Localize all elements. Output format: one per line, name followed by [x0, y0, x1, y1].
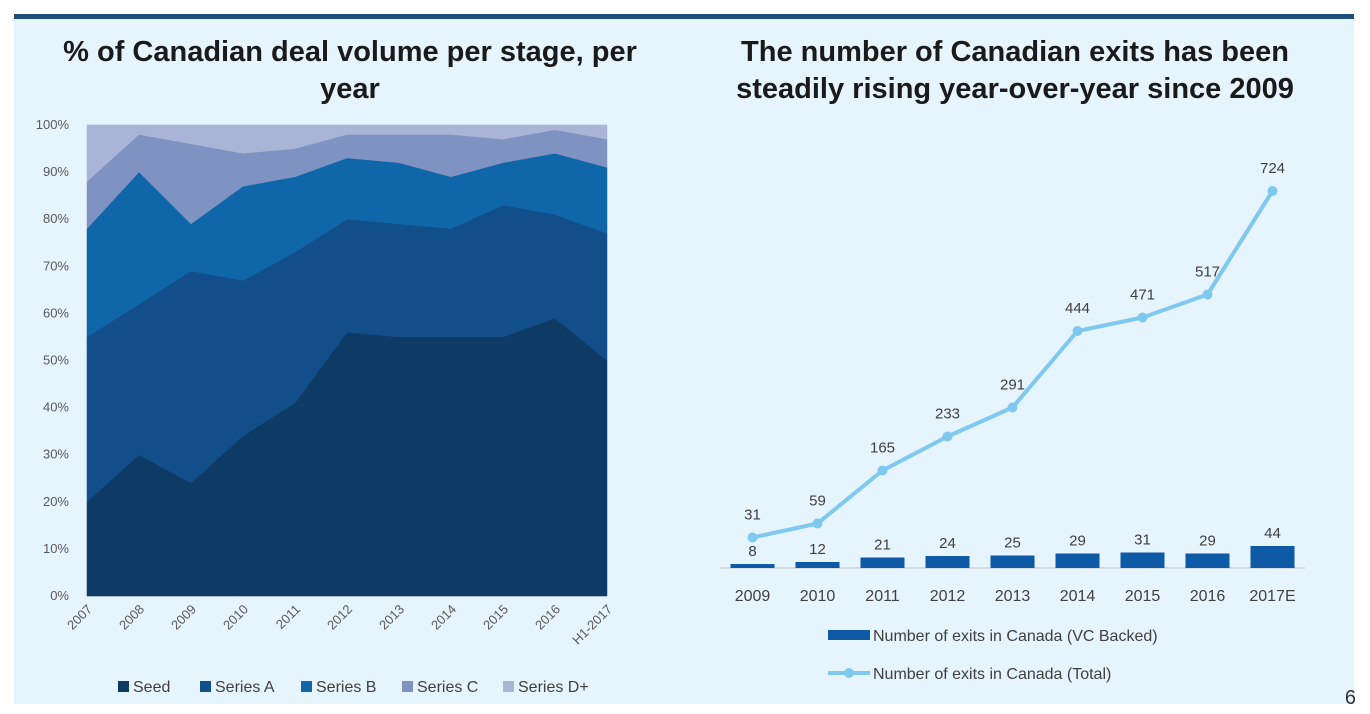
line-point	[747, 532, 758, 543]
y-tick-label: 10%	[43, 541, 69, 556]
legend-label: Series C	[417, 679, 478, 696]
bar	[1120, 552, 1165, 568]
x-category-label: 2014	[1060, 588, 1096, 605]
legend-line-marker	[844, 668, 854, 678]
x-category-label: 2011	[865, 588, 900, 605]
x-tick-label: 2010	[220, 602, 251, 633]
bar	[1250, 546, 1295, 568]
line-point	[1007, 402, 1018, 413]
line-value-label: 444	[1065, 300, 1090, 317]
line-value-label: 724	[1260, 160, 1285, 177]
x-category-label: 2017E	[1249, 588, 1295, 605]
y-tick-label: 0%	[50, 588, 69, 603]
x-tick-label: 2016	[532, 602, 563, 633]
legend-label: Series D+	[518, 679, 589, 696]
legend-bar-label: Number of exits in Canada (VC Backed)	[873, 628, 1158, 645]
line-value-label: 517	[1195, 264, 1220, 281]
y-tick-label: 50%	[43, 353, 69, 368]
x-tick-label: 2012	[324, 602, 355, 633]
y-tick-label: 20%	[43, 494, 69, 509]
y-tick-label: 60%	[43, 305, 69, 320]
bar	[795, 562, 840, 568]
line-value-label: 471	[1130, 287, 1155, 304]
line-value-label: 31	[744, 507, 761, 524]
legend-swatch	[503, 681, 514, 692]
x-category-label: 2009	[735, 588, 771, 605]
bar-value-label: 44	[1264, 525, 1281, 542]
line-point	[1137, 312, 1148, 323]
area-series-d	[86, 124, 608, 183]
x-tick-label: 2013	[376, 602, 407, 633]
header-bar	[14, 14, 1354, 19]
y-tick-label: 100%	[36, 117, 70, 132]
bar	[860, 557, 905, 568]
bar-value-label: 8	[748, 543, 756, 560]
legend-line-label: Number of exits in Canada (Total)	[873, 666, 1111, 683]
x-category-label: 2012	[930, 588, 966, 605]
x-tick-label: 2007	[64, 602, 95, 633]
legend-label: Series A	[215, 679, 275, 696]
x-category-label: 2016	[1190, 588, 1226, 605]
bar-value-label: 24	[939, 535, 956, 552]
line-point	[942, 431, 953, 442]
bar-value-label: 25	[1004, 535, 1021, 552]
legend-label: Series B	[316, 679, 376, 696]
x-tick-label: 2008	[116, 602, 147, 633]
legend-swatch	[301, 681, 312, 692]
bar-value-label: 29	[1199, 533, 1216, 550]
line-point	[1072, 326, 1083, 336]
page-number: 6	[1344, 687, 1356, 709]
line-value-label: 291	[1000, 377, 1025, 394]
legend-swatch	[118, 681, 129, 692]
x-tick-label: H1-2017	[569, 602, 615, 648]
x-tick-label: 2015	[480, 602, 511, 633]
bar-value-label: 12	[809, 541, 826, 558]
x-tick-label: 2011	[273, 602, 303, 632]
x-category-label: 2013	[995, 588, 1031, 605]
y-tick-label: 40%	[43, 400, 69, 415]
line-point	[812, 518, 823, 529]
bar	[1185, 553, 1230, 568]
y-tick-label: 30%	[43, 447, 69, 462]
bar	[1055, 553, 1100, 568]
series-line-total	[752, 189, 1275, 540]
bar	[925, 556, 970, 568]
bar	[730, 564, 775, 568]
bar-value-label: 21	[874, 537, 891, 554]
x-category-label: 2015	[1125, 588, 1161, 605]
legend-swatch	[200, 681, 211, 692]
left-chart-title: % of Canadian deal volume per stage, per…	[63, 36, 637, 105]
line-point	[877, 465, 888, 476]
y-tick-label: 70%	[43, 258, 69, 273]
bar-value-label: 29	[1069, 533, 1086, 550]
legend-label: Seed	[133, 679, 170, 696]
line-value-label: 233	[935, 406, 960, 423]
line-value-label: 165	[870, 440, 895, 457]
x-tick-label: 2009	[168, 602, 199, 633]
bar-value-label: 31	[1134, 532, 1151, 549]
line-point	[1202, 289, 1213, 300]
line-value-label: 59	[809, 493, 826, 510]
line-point	[1267, 186, 1278, 196]
bar	[990, 555, 1035, 568]
x-tick-label: 2014	[428, 602, 459, 633]
x-category-label: 2010	[800, 588, 836, 605]
y-tick-label: 90%	[43, 164, 69, 179]
legend-bar-swatch	[828, 630, 870, 640]
y-tick-label: 80%	[43, 211, 69, 226]
right-chart-title: The number of Canadian exits has been st…	[736, 36, 1294, 105]
legend-swatch	[402, 681, 413, 692]
